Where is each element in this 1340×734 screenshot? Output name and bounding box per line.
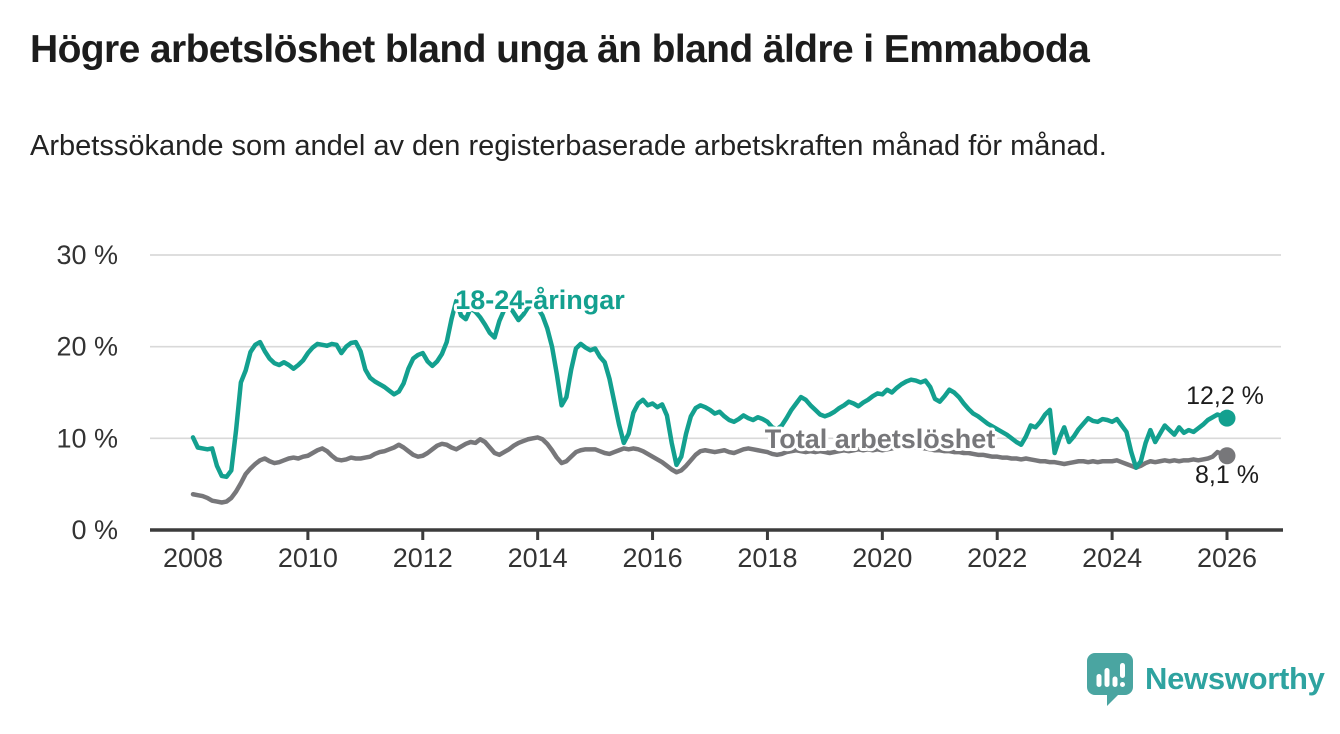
series-label-young: 18-24-åringar	[455, 285, 625, 315]
plot-area: 0 % 10 % 20 % 30 % 2008 2010 2012 2014 2016 2018 2…	[56, 240, 1283, 573]
series-line-total	[190, 435, 1230, 505]
end-dot-total	[1218, 447, 1236, 465]
newsworthy-logo: Newsworthy	[1086, 652, 1325, 706]
x-tick-label: 2020	[852, 543, 912, 573]
y-tick-label: 10 %	[56, 423, 118, 453]
y-tick-label: 20 %	[56, 332, 118, 362]
x-tick-label: 2010	[278, 543, 338, 573]
newsworthy-icon	[1087, 653, 1133, 706]
x-tick-label: 2008	[163, 543, 223, 573]
x-tick-label: 2024	[1082, 543, 1142, 573]
chart-header: Högre arbetslöshet bland unga än bland ä…	[30, 28, 1315, 168]
series-line-young	[190, 298, 1230, 480]
x-tick-label: 2018	[737, 543, 797, 573]
x-tick-label: 2026	[1197, 543, 1257, 573]
end-value-label-young: 12,2 %	[1186, 382, 1264, 410]
chart-annotations: 18-24-åringar Total arbetslöshet 12,2 % …	[452, 282, 1264, 489]
brand-name: Newsworthy	[1145, 661, 1325, 696]
x-tick-label: 2014	[508, 543, 568, 573]
end-value-label-total: 8,1 %	[1195, 461, 1259, 489]
end-dot-young	[1218, 409, 1236, 427]
x-tick-label: 2022	[967, 543, 1027, 573]
series-label-total: Total arbetslöshet	[765, 424, 996, 454]
x-tick-label: 2016	[623, 543, 683, 573]
y-tick-label: 0 %	[71, 515, 118, 545]
logo-bars	[1096, 663, 1125, 687]
chart-subtitle: Arbetssökande som andel av den registerb…	[30, 129, 1107, 162]
y-tick-label: 30 %	[56, 240, 118, 270]
x-tick-label: 2012	[393, 543, 453, 573]
page-title: Högre arbetslöshet bland unga än bland ä…	[30, 28, 1090, 71]
